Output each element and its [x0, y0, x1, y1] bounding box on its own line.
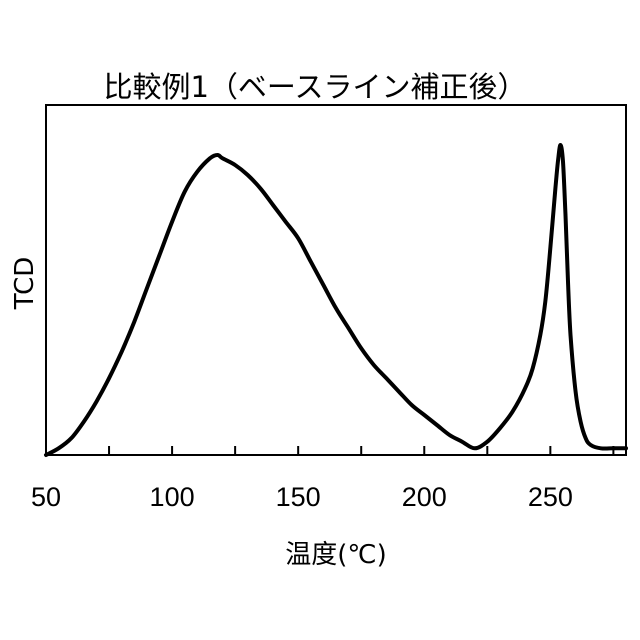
x-tick-label: 150 — [276, 482, 321, 512]
y-axis-label: TCD — [10, 257, 40, 311]
x-tick-label: 50 — [31, 482, 61, 512]
x-tick-label: 100 — [150, 482, 195, 512]
series-line — [46, 145, 626, 455]
x-axis-label: 温度(℃) — [285, 540, 387, 570]
x-axis-tick-labels: 50 100 150 200 250 — [31, 482, 573, 512]
x-axis-ticks — [109, 446, 613, 455]
chart-title: 比較例1（ベースライン補正後） — [103, 70, 526, 104]
x-tick-label: 250 — [528, 482, 573, 512]
x-tick-label: 200 — [402, 482, 447, 512]
plot-frame — [46, 105, 626, 455]
